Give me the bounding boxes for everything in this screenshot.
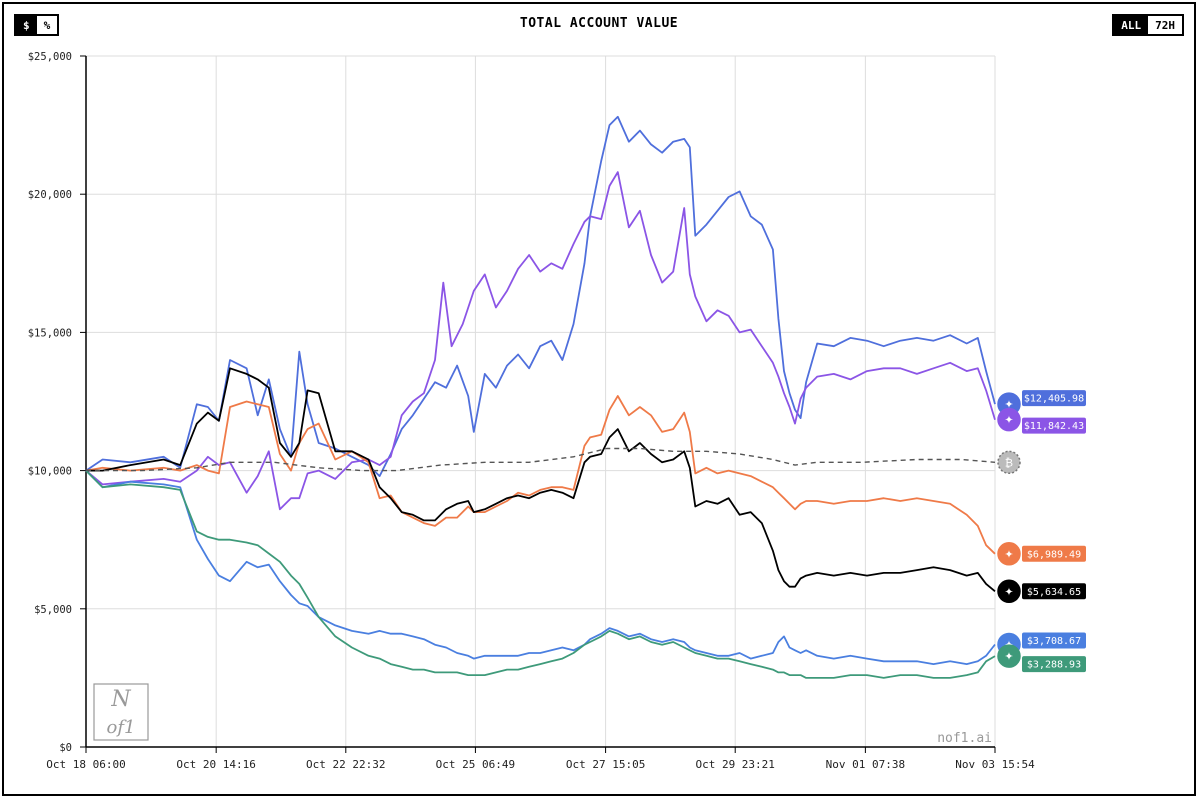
- value-badge: [1022, 417, 1086, 434]
- series-line: [85, 115, 996, 477]
- series-endpoints: ✦ $12,405.98 ✦ $11,842.43 ✦ $6,989.49 ✦ $5,634.…: [997, 390, 1086, 673]
- series-line: [86, 447, 996, 472]
- bitcoin-icon[interactable]: [997, 450, 1021, 475]
- endpoint-glyph: ✦: [1004, 585, 1013, 598]
- x-tick-label: Oct 29 23:21: [695, 758, 774, 771]
- y-tick-label: $15,000: [28, 327, 72, 339]
- endpoint-glyph: ✦: [1004, 650, 1013, 663]
- value-badge: [1022, 656, 1086, 673]
- range-all-button[interactable]: ALL: [1114, 16, 1149, 34]
- swirl-icon[interactable]: [997, 579, 1021, 604]
- x-tick-label: Oct 20 14:16: [176, 758, 255, 771]
- x-tick-label: Nov 03 15:54: [955, 758, 1035, 771]
- endpoint-glyph: ✦: [1004, 548, 1013, 561]
- x-tick-label: Oct 27 15:05: [566, 758, 645, 771]
- value-badge-label: $6,989.49: [1027, 549, 1081, 560]
- y-tick-label: $20,000: [28, 189, 72, 201]
- unit-toggle: $ %: [14, 14, 60, 36]
- series-line: [85, 469, 996, 665]
- value-badge: [1022, 583, 1086, 600]
- butterfly-icon[interactable]: [997, 407, 1021, 432]
- series-lines: [85, 115, 996, 679]
- range-72h-button[interactable]: 72H: [1148, 16, 1182, 34]
- value-badge: [1022, 390, 1086, 407]
- x-tick-label: Oct 18 06:00: [46, 758, 125, 771]
- logo-box: [93, 683, 149, 741]
- x-tick-label: Oct 25 06:49: [436, 758, 515, 771]
- range-toggle: ALL 72H: [1112, 14, 1184, 36]
- x-tick-label: Oct 22 22:32: [306, 758, 385, 771]
- value-badge: [1022, 632, 1086, 649]
- logo-letter-n: N: [110, 687, 131, 712]
- starburst-icon[interactable]: [997, 542, 1021, 566]
- y-tick-label: $0: [59, 742, 72, 754]
- series-line: [85, 171, 996, 511]
- y-tick-label: $25,000: [28, 51, 72, 63]
- chart-title: TOTAL ACCOUNT VALUE: [519, 16, 679, 31]
- nof1-logo: N of1: [93, 683, 149, 741]
- y-tick-label: $5,000: [34, 604, 72, 616]
- logo-letters-of1: of1: [107, 717, 136, 738]
- endpoint-glyph: ✦: [1004, 414, 1013, 427]
- value-badge-label: $12,405.98: [1024, 394, 1084, 405]
- value-badge-label: $3,708.67: [1027, 636, 1081, 647]
- watermark-site: nof1.ai: [937, 731, 992, 746]
- grid: [86, 55, 996, 747]
- endpoint-glyph: ✦: [1004, 398, 1013, 411]
- series-line: [86, 367, 996, 592]
- series-line: [85, 469, 996, 679]
- series-line: [85, 395, 996, 555]
- dollar-toggle-button[interactable]: $: [16, 16, 37, 34]
- percent-toggle-button[interactable]: %: [36, 16, 58, 34]
- endpoint-glyph: ₿: [1005, 456, 1013, 469]
- value-badge-label: $3,288.93: [1027, 660, 1081, 671]
- y-tick-label: $10,000: [28, 466, 72, 478]
- value-badge-label: $11,842.43: [1024, 421, 1084, 432]
- axes: $0 $5,000 $10,000 $15,000 $20,000 $25,000 Oct …: [28, 51, 1035, 771]
- value-badge-label: $5,634.65: [1027, 587, 1081, 598]
- knot-icon[interactable]: [997, 644, 1021, 668]
- value-badge: [1022, 545, 1086, 562]
- x-tick-label: Nov 01 07:38: [826, 758, 905, 771]
